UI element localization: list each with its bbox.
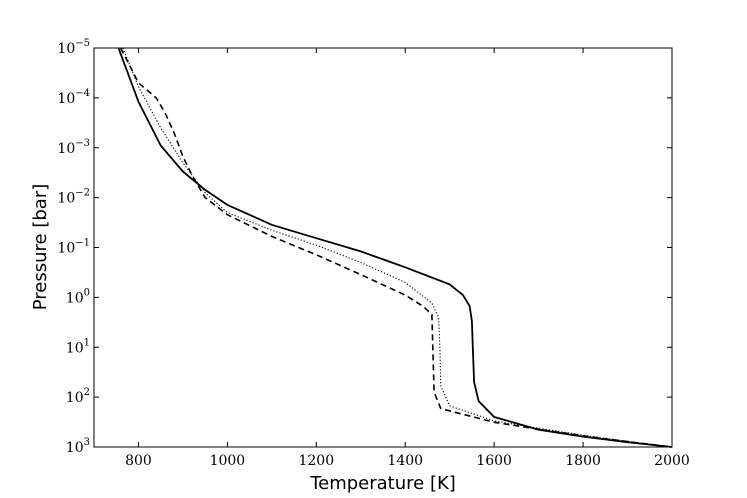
y-tick-base: 10 (57, 41, 75, 57)
y-tick-label: 10−2 (57, 188, 90, 207)
x-tick-label: 1800 (565, 453, 601, 469)
y-tick-exponent: 0 (84, 287, 90, 298)
y-tick-label: 10−5 (57, 38, 90, 57)
y-tick-exponent: −1 (75, 238, 90, 249)
y-tick-exponent: 3 (84, 437, 90, 448)
y-tick-base: 10 (66, 340, 84, 356)
x-tick-label: 800 (125, 453, 152, 469)
x-tick-label: 2000 (654, 453, 690, 469)
y-tick-base: 10 (57, 141, 75, 157)
x-tick-label: 1200 (298, 453, 334, 469)
plot-frame (93, 47, 673, 448)
y-tick-base: 10 (66, 390, 84, 406)
x-tick-label: 1000 (210, 453, 246, 469)
series-line-dashed (119, 47, 673, 448)
y-axis-label: Pressure [bar] (30, 184, 51, 310)
y-tick-exponent: −4 (75, 88, 90, 99)
y-tick-exponent: −3 (75, 138, 90, 149)
y-tick-exponent: −2 (75, 188, 90, 199)
y-tick-label: 100 (66, 287, 90, 306)
y-tick-base: 10 (66, 440, 84, 456)
y-tick-base: 10 (66, 290, 84, 306)
x-tick-label: 1600 (476, 453, 512, 469)
y-tick-base: 10 (57, 241, 75, 257)
tick-layer: 800 1000 1200 1400 1600 1800 200010−510−410−31… (57, 38, 689, 469)
y-tick-label: 102 (66, 387, 90, 406)
series-layer (117, 47, 673, 448)
y-tick-base: 10 (57, 91, 75, 107)
y-tick-base: 10 (57, 191, 75, 207)
y-tick-label: 103 (66, 437, 90, 456)
series-line-dotted (122, 47, 673, 448)
x-tick-label: 1400 (387, 453, 423, 469)
y-tick-label: 10−1 (57, 238, 90, 257)
y-tick-label: 10−3 (57, 138, 90, 157)
y-tick-exponent: 1 (84, 337, 90, 348)
series-line-solid (117, 47, 673, 448)
y-tick-label: 10−4 (57, 88, 90, 107)
y-tick-label: 101 (66, 337, 90, 356)
x-axis-label: Temperature [K] (309, 473, 456, 494)
y-tick-exponent: 2 (84, 387, 90, 398)
y-tick-exponent: −5 (75, 38, 90, 49)
